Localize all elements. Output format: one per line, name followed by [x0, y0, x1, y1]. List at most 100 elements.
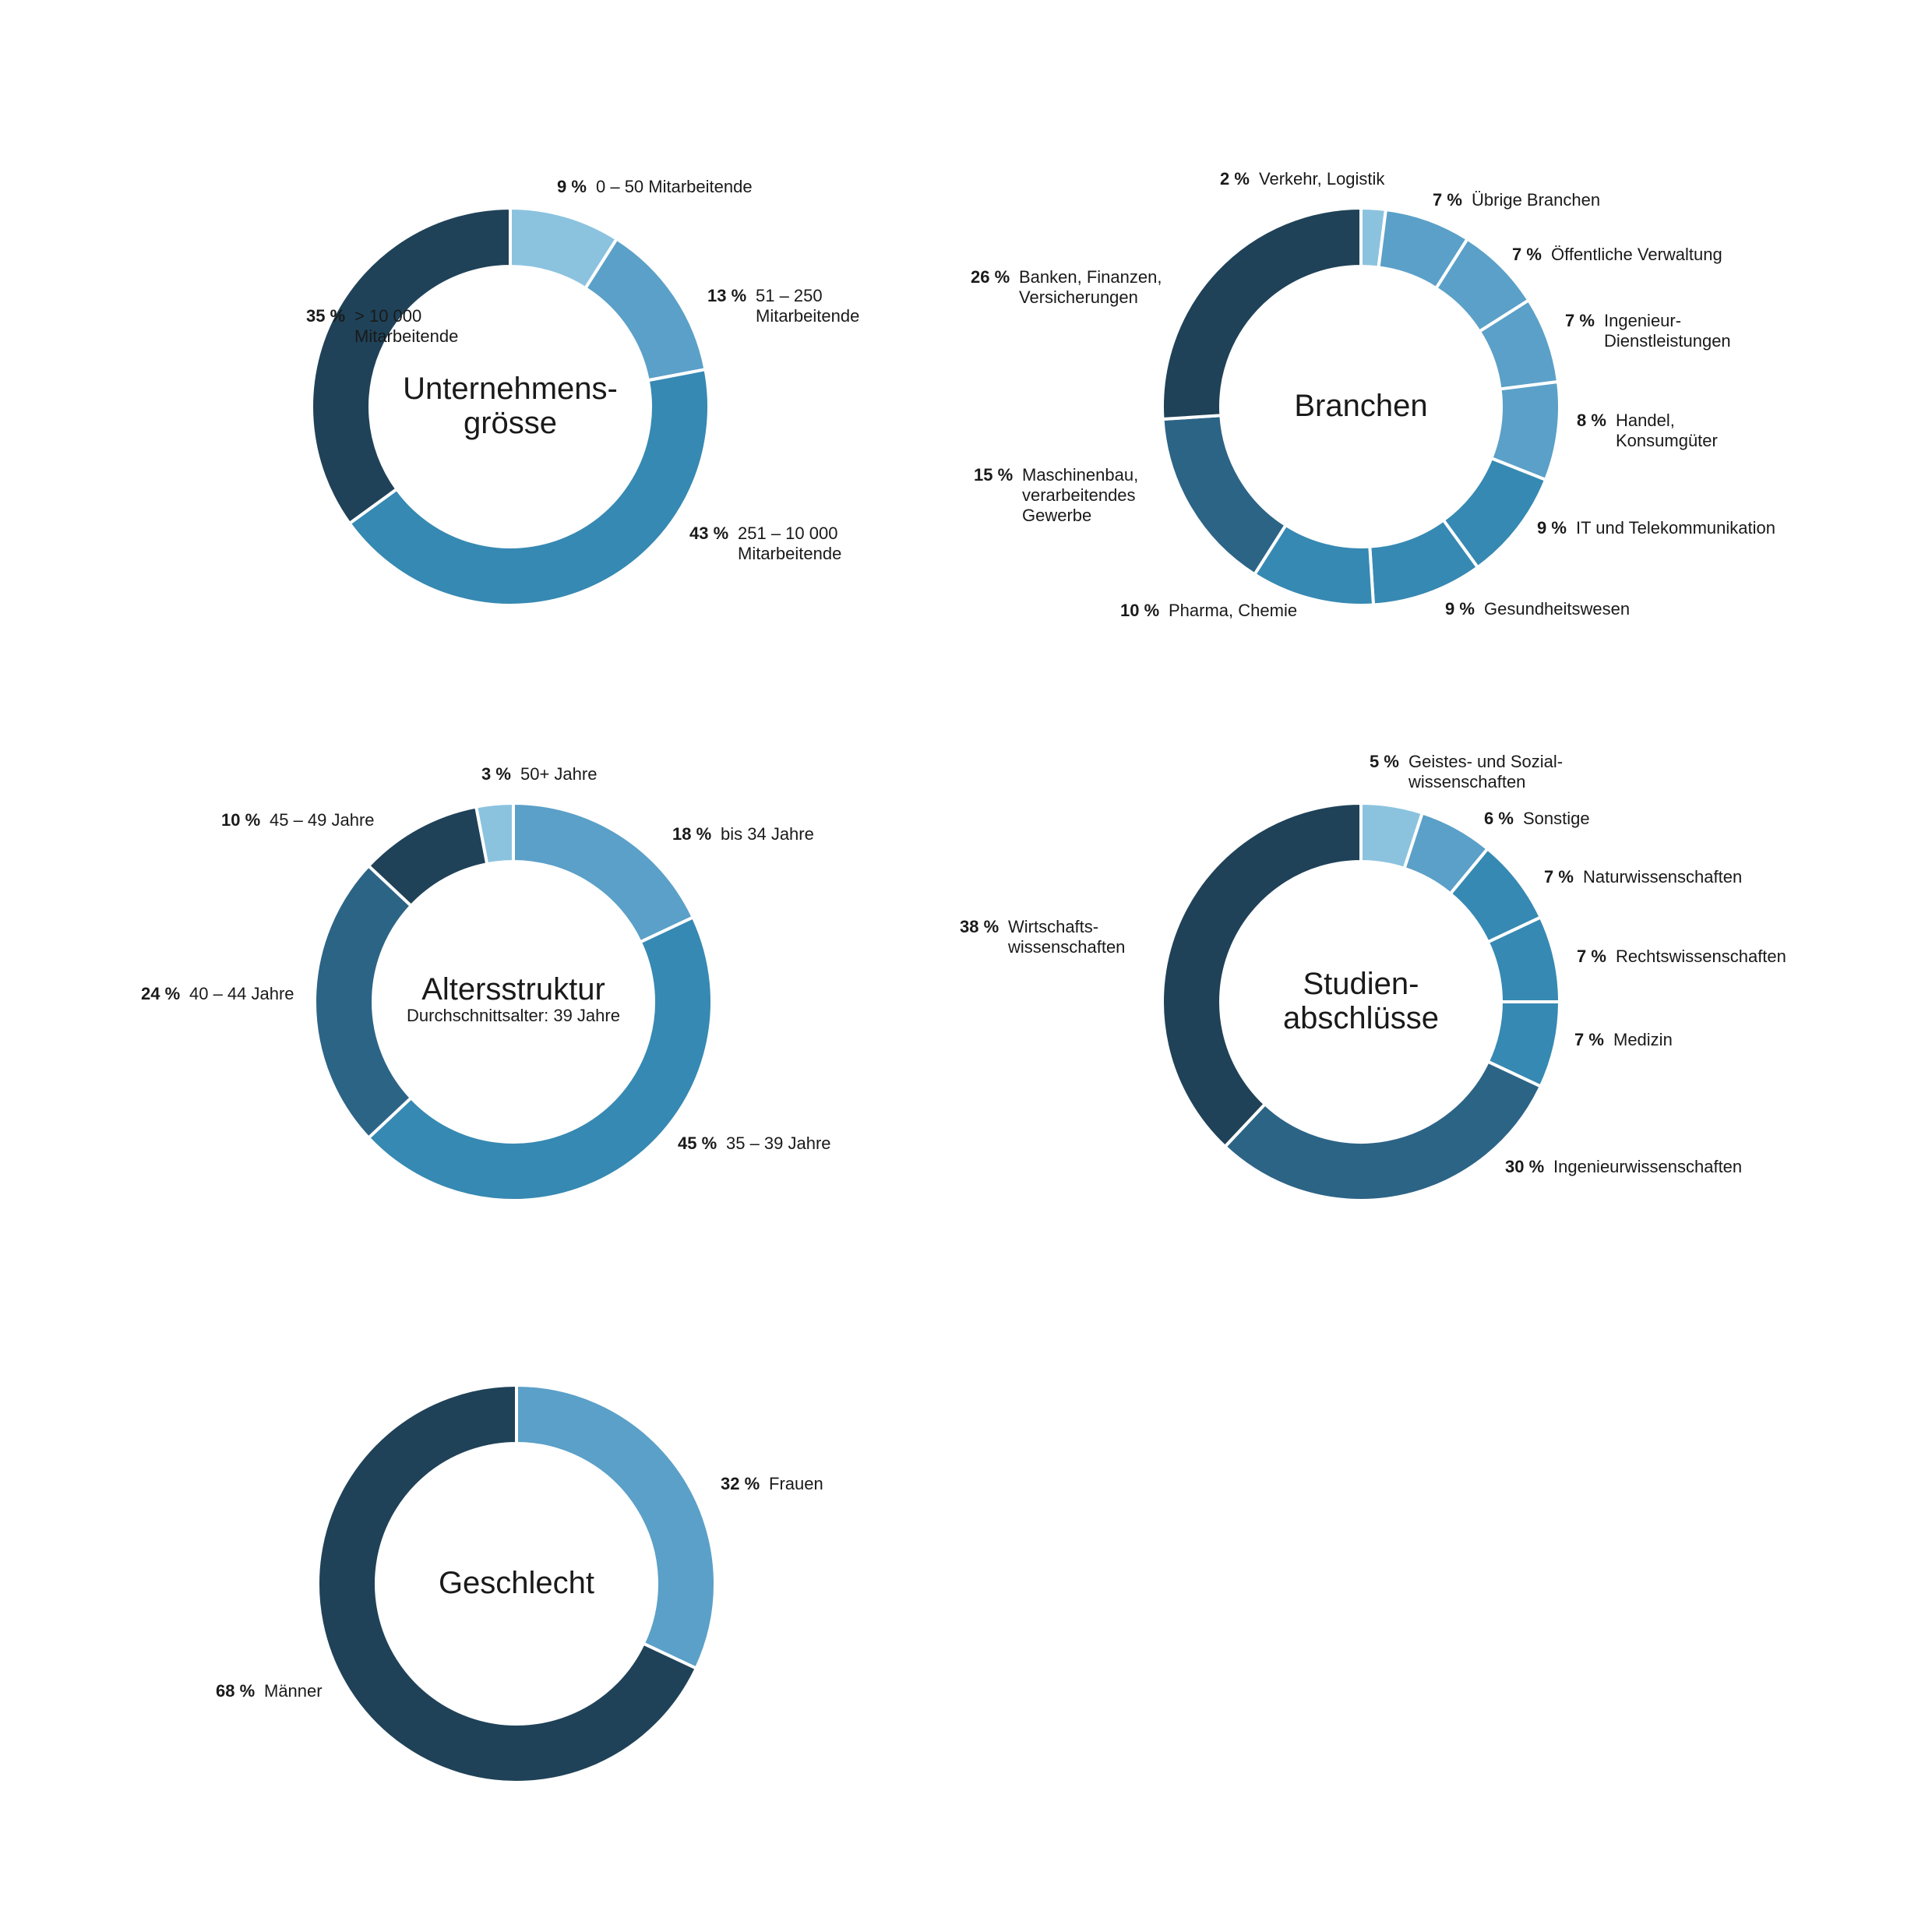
slice-category-label: 0 – 50 Mitarbeitende	[596, 177, 753, 196]
slice-label: 2 % Verkehr, Logistik	[1220, 169, 1385, 189]
slice-value-label: 6 %	[1484, 809, 1514, 828]
slice-category-label: Pharma, Chemie	[1169, 601, 1297, 620]
slice-label: 10 % 45 – 49 Jahre	[221, 810, 375, 830]
donut-slice	[366, 915, 714, 1202]
slice-value-label: 35 %	[306, 306, 345, 326]
chart-title: Unternehmens-	[403, 372, 618, 406]
slice-category-label: Ingenieurwissenschaften	[1553, 1157, 1742, 1176]
slice-value-label: 13 %	[707, 286, 746, 305]
donut-chart-3: 18 % bis 34 Jahre 45 % 35 – 39 Jahre 24 % 40 …	[141, 764, 831, 1202]
slice-category-label: Dienstleistungen	[1604, 331, 1731, 351]
donut-slice	[515, 1383, 717, 1671]
slice-value-label: 32 %	[721, 1474, 760, 1493]
slice-label: 45 % 35 – 39 Jahre	[678, 1133, 831, 1153]
slice-category-label: Übrige Branchen	[1472, 190, 1600, 210]
donut-chart-5: 32 % Frauen 68 % Männer Geschlecht	[216, 1383, 823, 1784]
slice-label: 9 % IT und Telekommunikation	[1537, 518, 1775, 538]
donut-slice	[474, 801, 515, 866]
slice-category-label: Maschinenbau,	[1022, 465, 1138, 485]
slice-label: 7 % Medizin	[1574, 1030, 1673, 1049]
donut-slice	[316, 1383, 699, 1784]
slice-value-label: 8 %	[1577, 411, 1606, 430]
slice-category-label: Verkehr, Logistik	[1259, 169, 1385, 189]
slice-label: 6 % Sonstige	[1484, 809, 1590, 828]
slice-category-label: Banken, Finanzen,	[1019, 267, 1162, 287]
slice-category-label: Ingenieur-	[1604, 311, 1681, 330]
donut-slice	[512, 801, 696, 945]
slice-category-label: 251 – 10 000	[738, 524, 837, 543]
slice-label: 10 % Pharma, Chemie	[1120, 601, 1297, 620]
donut-slice	[1161, 414, 1289, 577]
slice-label: 7 % Ingenieur-Dienstleistungen	[1565, 311, 1731, 351]
slice-category-label: Gewerbe	[1022, 506, 1091, 525]
slice-value-label: 2 %	[1220, 169, 1250, 189]
donut-slice	[347, 367, 710, 607]
slice-value-label: 24 %	[141, 984, 180, 1003]
donut-slice	[313, 863, 414, 1141]
slice-category-label: Geistes- und Sozial-	[1408, 752, 1563, 771]
slice-value-label: 3 %	[481, 764, 511, 784]
slice-category-label: > 10 000	[354, 306, 421, 326]
slice-label: 9 % 0 – 50 Mitarbeitende	[557, 177, 753, 196]
chart-subtitle: Durchschnittsalter: 39 Jahre	[407, 1006, 620, 1025]
slice-label: 26 % Banken, Finanzen,Versicherungen	[971, 267, 1162, 307]
slice-value-label: 9 %	[557, 177, 587, 196]
chart-title: Studien-	[1303, 967, 1419, 1001]
slice-category-label: 50+ Jahre	[520, 764, 597, 784]
slice-label: 68 % Männer	[216, 1681, 323, 1701]
slice-label: 7 % Naturwissenschaften	[1544, 867, 1742, 887]
slice-category-label: Männer	[264, 1681, 323, 1701]
slice-category-label: Wirtschafts-	[1008, 917, 1098, 936]
slice-value-label: 45 %	[678, 1133, 717, 1153]
slice-value-label: 9 %	[1445, 599, 1475, 619]
chart-title: Altersstruktur	[421, 972, 605, 1007]
slice-category-label: 51 – 250	[756, 286, 823, 305]
slice-value-label: 43 %	[689, 524, 728, 543]
slice-category-label: Rechtswissenschaften	[1616, 947, 1786, 966]
slice-category-label: IT und Telekommunikation	[1576, 518, 1775, 538]
slice-label: 30 % Ingenieurwissenschaften	[1505, 1157, 1742, 1176]
slice-label: 32 % Frauen	[721, 1474, 823, 1493]
slice-category-label: Konsumgüter	[1616, 431, 1718, 450]
slice-label: 8 % Handel,Konsumgüter	[1577, 411, 1718, 450]
donut-slice	[1161, 801, 1363, 1149]
chart-title: Geschlecht	[439, 1566, 594, 1600]
slice-category-label: Medizin	[1613, 1030, 1673, 1049]
slice-value-label: 68 %	[216, 1681, 255, 1701]
slice-label: 7 % Übrige Branchen	[1433, 190, 1600, 210]
chart-title: Branchen	[1294, 389, 1427, 423]
slice-category-label: Handel,	[1616, 411, 1675, 430]
slice-value-label: 38 %	[960, 917, 999, 936]
slice-category-label: Mitarbeitende	[756, 306, 859, 326]
slice-label: 7 % Rechtswissenschaften	[1577, 947, 1786, 966]
slice-label: 9 % Gesundheitswesen	[1445, 599, 1630, 619]
slice-category-label: Mitarbeitende	[738, 544, 841, 563]
slice-category-label: Mitarbeitende	[354, 326, 458, 346]
donut-slice	[1161, 206, 1363, 421]
slice-category-label: 40 – 44 Jahre	[189, 984, 294, 1003]
slice-value-label: 7 %	[1577, 947, 1606, 966]
slice-label: 5 % Geistes- und Sozial-wissenschaften	[1370, 752, 1563, 791]
slice-value-label: 7 %	[1574, 1030, 1604, 1049]
slice-value-label: 7 %	[1565, 311, 1595, 330]
slice-category-label: verarbeitendes	[1022, 485, 1136, 505]
slice-label: 18 % bis 34 Jahre	[672, 824, 814, 844]
slice-value-label: 7 %	[1544, 867, 1574, 887]
slice-category-label: wissenschaften	[1408, 772, 1525, 791]
chart-title: grösse	[464, 406, 557, 440]
slice-category-label: 45 – 49 Jahre	[270, 810, 375, 830]
slice-category-label: Gesundheitswesen	[1484, 599, 1630, 619]
slice-category-label: Sonstige	[1523, 809, 1590, 828]
chart-title: abschlüsse	[1283, 1001, 1439, 1035]
slice-category-label: Frauen	[769, 1474, 823, 1493]
slice-category-label: Versicherungen	[1019, 287, 1138, 307]
slice-value-label: 7 %	[1433, 190, 1462, 210]
slice-category-label: wissenschaften	[1007, 937, 1125, 957]
slice-category-label: 35 – 39 Jahre	[726, 1133, 831, 1153]
slice-label: 7 % Öffentliche Verwaltung	[1512, 245, 1722, 264]
slice-value-label: 5 %	[1370, 752, 1399, 771]
slice-category-label: Öffentliche Verwaltung	[1551, 245, 1722, 264]
